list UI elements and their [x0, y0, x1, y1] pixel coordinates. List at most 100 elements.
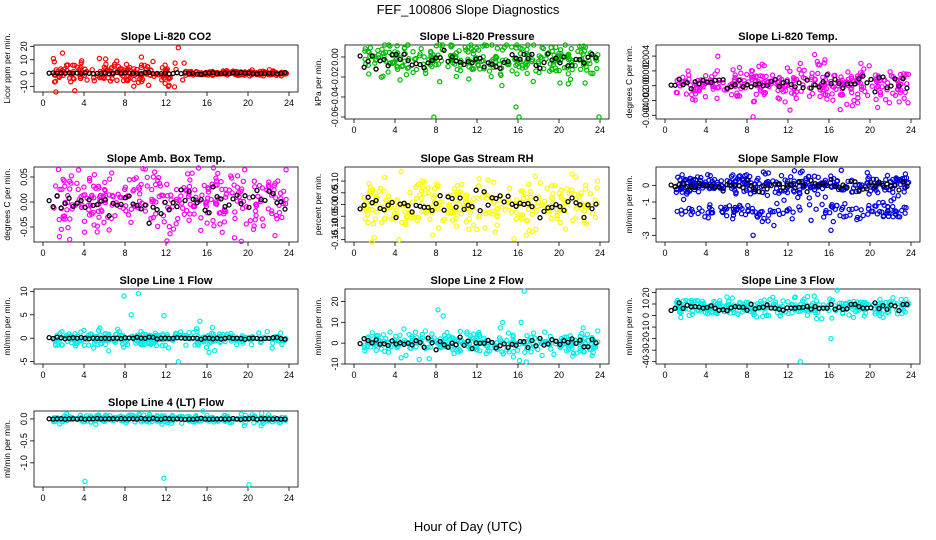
highlight-point [142, 202, 148, 208]
data-point [500, 351, 506, 357]
outlier-point [151, 169, 158, 175]
data-point [901, 204, 907, 210]
data-point [771, 222, 777, 229]
data-point [846, 206, 852, 213]
data-point [699, 185, 706, 191]
data-point [453, 347, 459, 353]
data-point [822, 194, 829, 200]
data-point [806, 93, 813, 99]
highlight-point [437, 54, 443, 61]
data-point [523, 64, 529, 70]
data-point [53, 342, 59, 348]
data-point [761, 62, 767, 69]
data-point [142, 166, 148, 172]
data-point [673, 189, 680, 196]
data-point [548, 44, 554, 51]
data-point [677, 83, 683, 89]
highlight-point [250, 194, 256, 200]
highlight-point [218, 196, 224, 202]
data-point [683, 208, 689, 215]
x-tick-label: 8 [744, 248, 749, 258]
data-point [190, 329, 197, 336]
x-tick-label: 20 [243, 493, 253, 503]
data-point [724, 206, 730, 212]
data-point [905, 71, 912, 78]
data-point [518, 215, 524, 222]
data-point [704, 310, 711, 317]
data-point [548, 215, 554, 222]
x-tick-label: 12 [783, 370, 793, 380]
data-point [402, 209, 408, 215]
x-tick-label: 24 [284, 248, 294, 258]
highlight-point [186, 188, 192, 195]
data-point [819, 316, 825, 322]
data-point [451, 186, 458, 192]
data-point [456, 347, 463, 353]
highlight-point [904, 183, 910, 190]
data-point [714, 85, 721, 91]
x-tick-label: 4 [392, 370, 397, 380]
outlier-point [828, 227, 834, 233]
data-point [558, 193, 564, 199]
outlier-point [557, 80, 563, 86]
data-point [494, 212, 501, 219]
data-point [361, 343, 367, 349]
x-tick-label: 0 [662, 370, 667, 380]
data-point [815, 191, 821, 197]
data-point [551, 351, 557, 357]
highlight-point [744, 82, 750, 88]
highlight-point [405, 203, 411, 209]
data-point [243, 221, 249, 227]
highlight-point [804, 77, 810, 83]
data-point [724, 294, 730, 300]
data-point [680, 196, 687, 203]
data-point [152, 181, 159, 188]
highlight-point [868, 76, 874, 83]
data-point [68, 339, 75, 346]
data-point [705, 171, 711, 178]
outlier-point [398, 355, 404, 361]
data-point [530, 78, 537, 85]
highlight-point [748, 301, 754, 307]
data-point [241, 422, 248, 429]
highlight-point [816, 84, 822, 90]
highlight-point [385, 63, 391, 69]
data-point [887, 69, 893, 75]
data-point [544, 185, 550, 191]
highlight-point [453, 204, 459, 210]
outlier-point [396, 236, 402, 243]
data-point [154, 177, 161, 184]
data-point [198, 215, 204, 221]
data-point [594, 65, 600, 72]
x-tick-label: 16 [513, 248, 523, 258]
data-point [749, 209, 756, 215]
data-point [85, 207, 92, 213]
data-point [170, 337, 176, 343]
data-point [378, 74, 385, 80]
highlight-points [357, 334, 599, 353]
highlight-point [573, 200, 579, 206]
data-point [760, 313, 766, 320]
y-axis-label: ml/min per min. [313, 297, 323, 355]
data-point [252, 201, 259, 208]
data-point [886, 100, 893, 106]
data-point [109, 64, 115, 71]
data-point [388, 216, 394, 222]
highlight-point [784, 78, 790, 85]
data-point [189, 170, 195, 176]
data-point [67, 216, 73, 222]
data-point [190, 203, 197, 209]
data-point [231, 235, 238, 241]
data-point [705, 215, 712, 221]
data-point [488, 73, 494, 80]
data-point [831, 175, 837, 182]
data-point [573, 205, 580, 211]
data-point [562, 42, 569, 48]
x-tick-label: 24 [595, 370, 605, 380]
highlight-point [505, 58, 511, 65]
outlier-point [397, 77, 403, 83]
highlight-point [900, 76, 906, 82]
highlight-point [852, 81, 858, 87]
data-point [529, 229, 536, 235]
outlier-point [246, 482, 252, 488]
